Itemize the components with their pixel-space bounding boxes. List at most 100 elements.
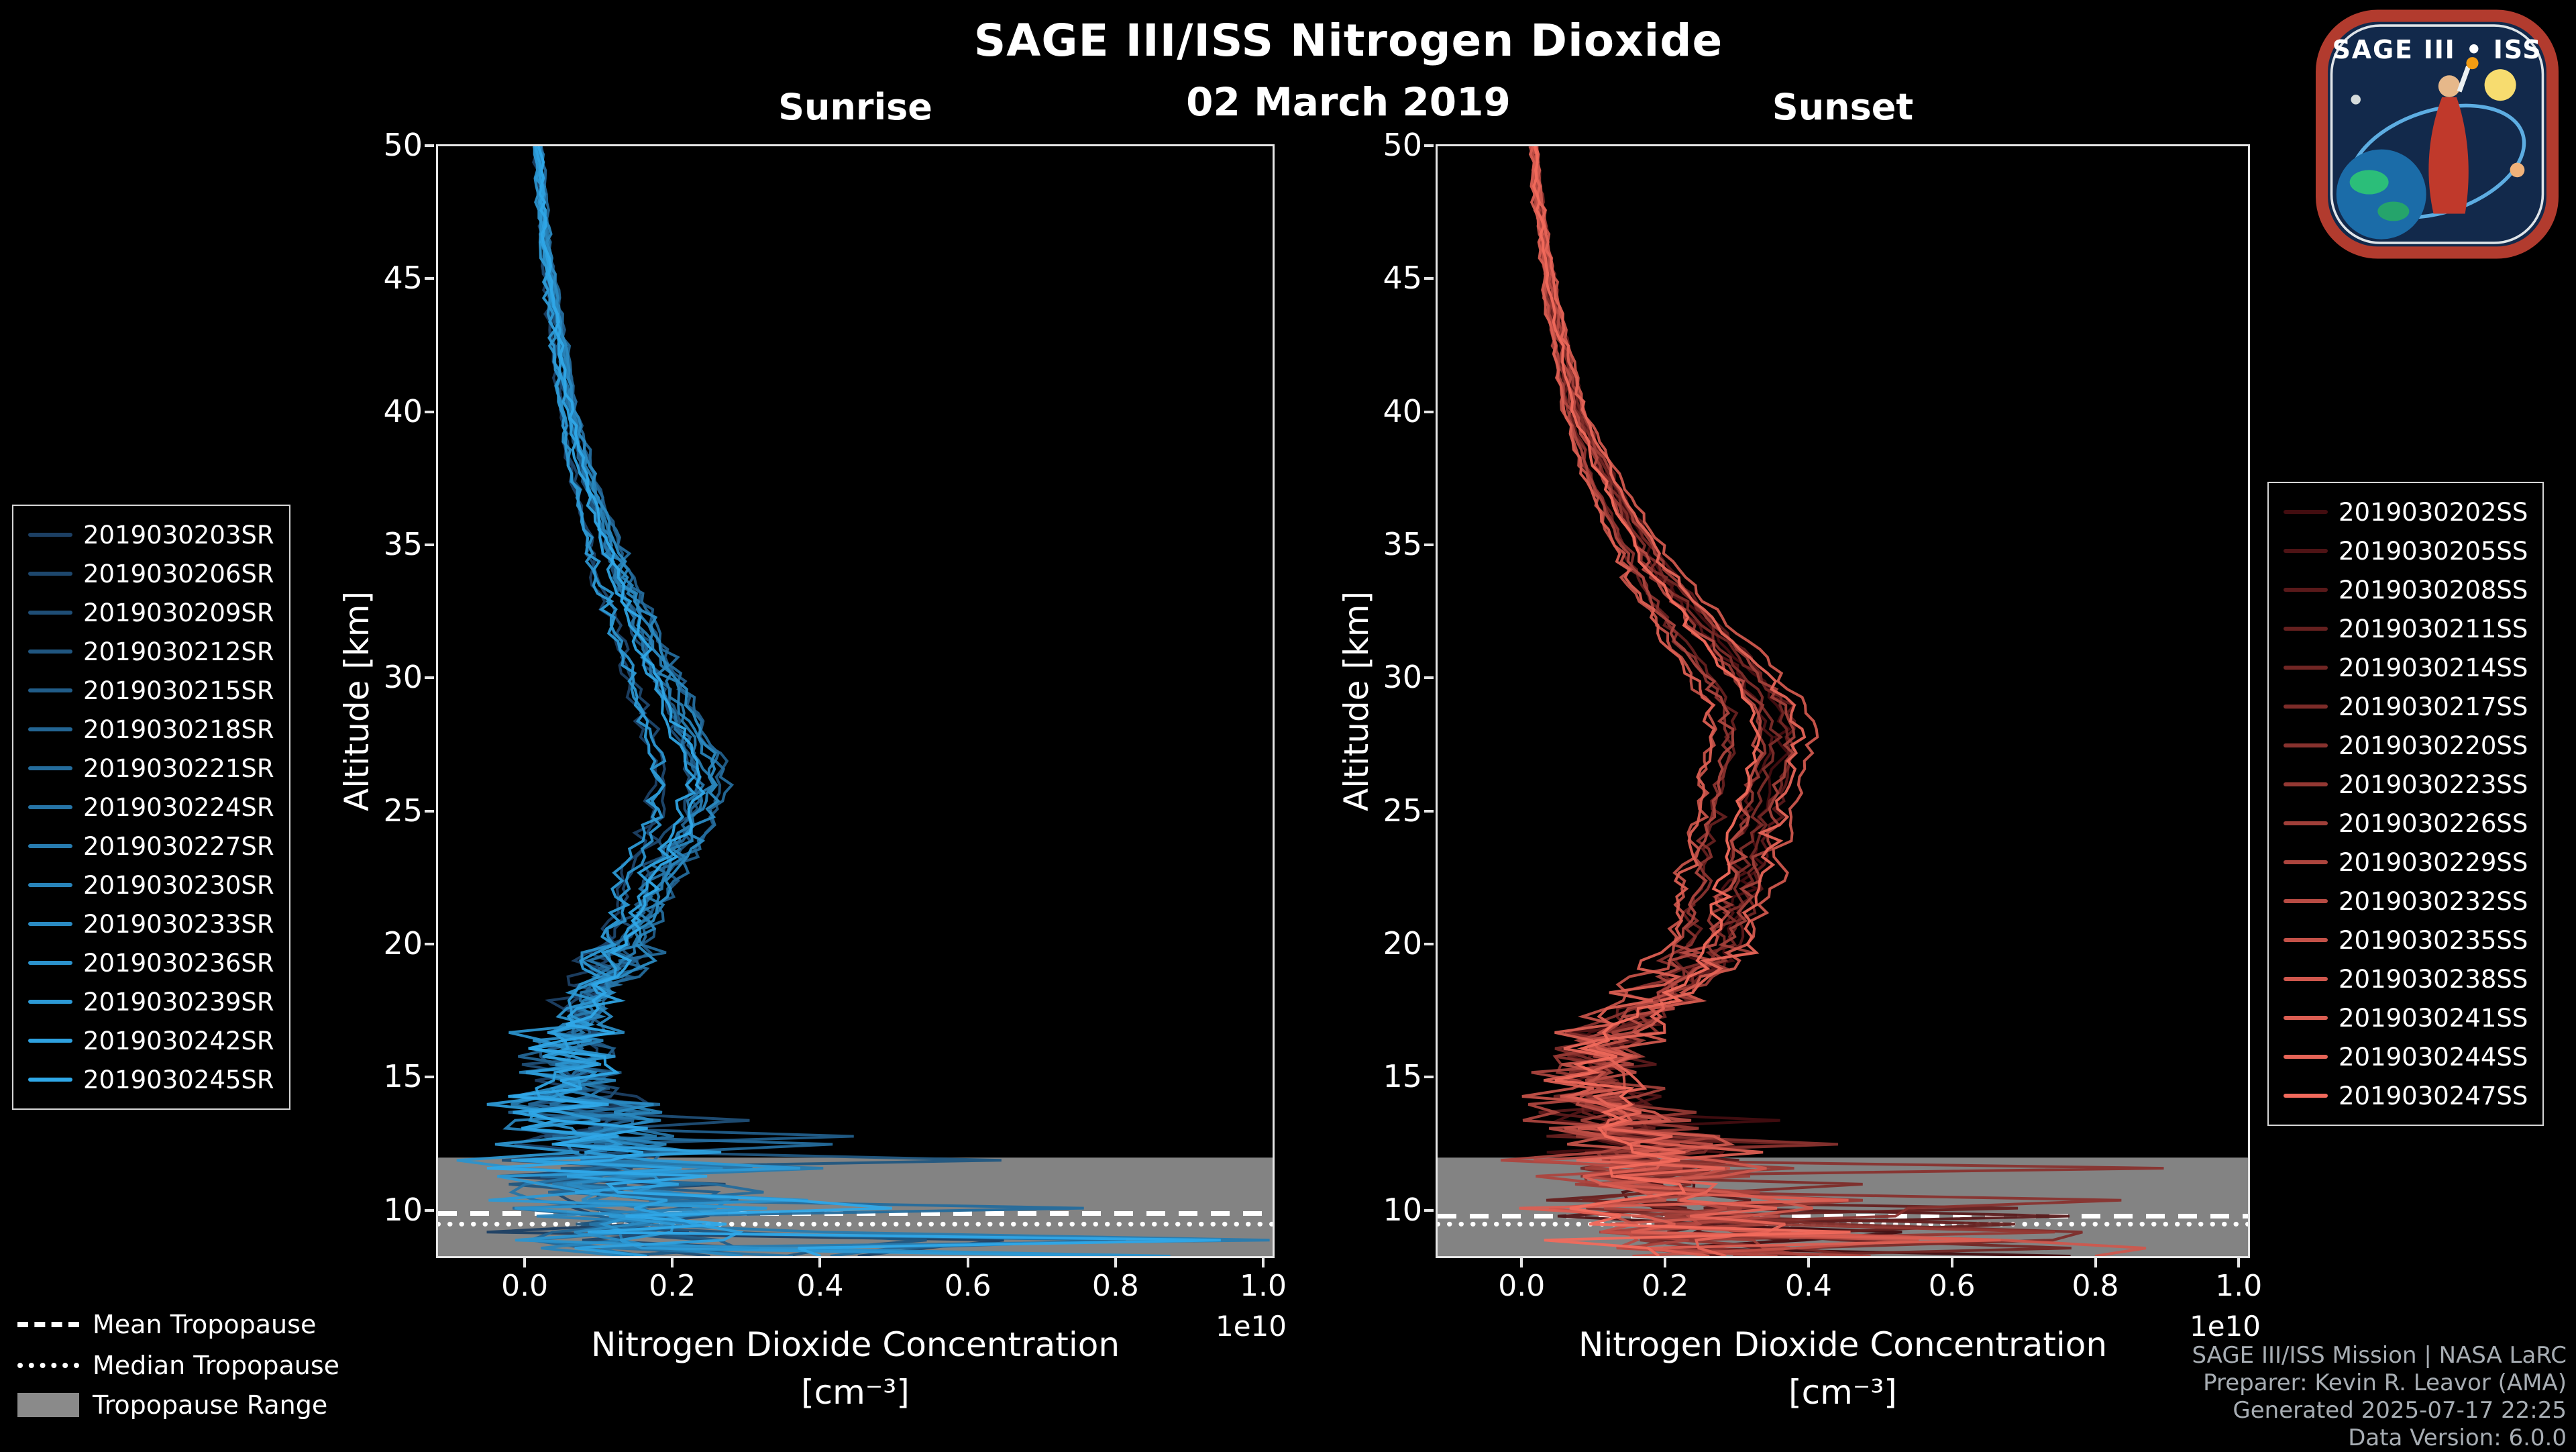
legend-item-label: 2019030202SS (2339, 497, 2528, 527)
profile-line-2019030241SS (1519, 146, 2001, 1256)
legend-item: 2019030232SS (2284, 882, 2528, 921)
legend-item: 2019030235SS (2284, 921, 2528, 960)
y-tick-label: 10 (383, 1191, 423, 1228)
x-tick-mark (1664, 1258, 1667, 1267)
legend-item-label: 2019030206SR (83, 559, 274, 588)
y-tick-mark (425, 809, 434, 813)
x-tick-mark (671, 1258, 674, 1267)
x-tick-mark (2094, 1258, 2097, 1267)
y-tick-mark (425, 1076, 434, 1079)
legend-item: 2019030238SS (2284, 960, 2528, 998)
legend-line-swatch (28, 533, 72, 537)
y-tick-label: 25 (383, 792, 423, 829)
y-tick-mark (1424, 1076, 1434, 1079)
y-tick-label: 15 (383, 1058, 423, 1095)
x-tick-mark (523, 1258, 527, 1267)
logo-title: SAGE III • ISS (2332, 35, 2542, 64)
legend-item-label: 2019030247SS (2339, 1081, 2528, 1110)
legend-item: 2019030229SS (2284, 843, 2528, 882)
legend-item-label: 2019030242SR (83, 1026, 274, 1055)
legend-line-swatch (28, 650, 72, 654)
legend-item: 2019030214SS (2284, 648, 2528, 687)
panel-title-sunset: Sunset (1772, 86, 1914, 128)
legend-item: 2019030212SR (28, 632, 274, 671)
legend-item-label: 2019030215SR (83, 676, 274, 705)
legend-item: 2019030242SR (28, 1021, 274, 1060)
x-tick-mark (2237, 1258, 2241, 1267)
legend-item-label: 2019030236SR (83, 948, 274, 978)
profile-line-2019030232SS (1531, 146, 1778, 1256)
legend-line-swatch (28, 922, 72, 926)
legend-item: 2019030217SS (2284, 687, 2528, 726)
legend-item: 2019030233SR (28, 904, 274, 943)
y-tick-label: 45 (1383, 260, 1422, 297)
legend-item-label: 2019030221SR (83, 754, 274, 783)
date-subtitle: 02 March 2019 (1186, 79, 1511, 125)
sage-iii-iss-logo: SAGE III • ISS (2316, 9, 2559, 259)
legend-item: 2019030218SR (28, 710, 274, 749)
x-axis-label-sunset: Nitrogen Dioxide Concentration (1578, 1325, 2108, 1364)
y-tick-mark (1424, 277, 1434, 280)
legend-item-label: 2019030223SS (2339, 770, 2528, 799)
legend-line-swatch (28, 805, 72, 809)
legend-item-label: 2019030233SR (83, 909, 274, 939)
figure-robe (2428, 97, 2469, 214)
x-axis-offset-sunrise: 1e10 (1216, 1310, 1287, 1343)
credit-line-version: Data Version: 6.0.0 (2348, 1424, 2567, 1451)
legend-item: 2019030241SS (2284, 998, 2528, 1037)
legend-item-label: 2019030209SR (83, 598, 274, 627)
x-tick-label: 0.4 (796, 1269, 844, 1303)
legend-item: 2019030239SR (28, 982, 274, 1021)
gray-patch-swatch (17, 1393, 79, 1417)
legend-mean-tropopause: Mean Tropopause (17, 1310, 316, 1339)
legend-item-label: 2019030238SS (2339, 964, 2528, 994)
earth-icon (2336, 149, 2426, 240)
y-axis-label-sunset: Altitude [km] (1337, 591, 1376, 811)
legend-sunset: 2019030202SS 2019030205SS 2019030208SS 2019… (2267, 482, 2544, 1126)
profile-line-2019030209SR (502, 146, 750, 1256)
profile-line-2019030238SS (1534, 146, 2147, 1256)
legend-line-swatch (28, 572, 72, 576)
legend-line-swatch (28, 1000, 72, 1004)
y-tick-label: 35 (383, 525, 423, 562)
earth-land (2349, 170, 2389, 195)
legend-item-label: 2019030244SS (2339, 1042, 2528, 1072)
credits-block: SAGE III/ISS Mission | NASA LaRC Prepare… (2192, 1342, 2567, 1452)
y-tick-label: 10 (1383, 1191, 1422, 1228)
x-tick-mark (1520, 1258, 1523, 1267)
figure-head (2438, 75, 2461, 97)
y-tick-label: 15 (1383, 1058, 1422, 1095)
x-tick-mark (1950, 1258, 1953, 1267)
profile-line-2019030226SS (1535, 146, 1807, 1256)
profile-line-2019030244SS (1534, 146, 1807, 1256)
x-tick-label: 0.6 (1928, 1269, 1976, 1303)
y-tick-mark (425, 277, 434, 280)
torch (2457, 65, 2471, 93)
legend-item-label: 2019030208SS (2339, 575, 2528, 605)
x-tick-label: 0.8 (2072, 1269, 2119, 1303)
sunrise-plot-area (436, 144, 1275, 1258)
x-tick-mark (818, 1258, 822, 1267)
x-tick-label: 0.0 (501, 1269, 549, 1303)
profile-line-2019030227SR (511, 146, 1270, 1256)
legend-line-swatch (28, 1039, 72, 1043)
legend-item: 2019030236SR (28, 943, 274, 982)
legend-item-label: 2019030212SR (83, 637, 274, 666)
median-tropopause-label: Median Tropopause (93, 1351, 339, 1380)
x-axis-units-sunrise: [cm⁻³] (801, 1373, 910, 1412)
sunset-chart-svg (1438, 146, 2248, 1256)
x-axis-offset-sunset: 1e10 (2190, 1310, 2261, 1343)
panel-title-sunrise: Sunrise (778, 86, 932, 128)
legend-item: 2019030209SR (28, 593, 274, 632)
legend-line-swatch (28, 1078, 72, 1082)
legend-line-swatch (2284, 549, 2328, 553)
legend-line-swatch (28, 766, 72, 770)
x-tick-label: 0.0 (1498, 1269, 1546, 1303)
x-tick-mark (1261, 1258, 1265, 1267)
y-tick-mark (1424, 144, 1434, 147)
y-tick-mark (1424, 676, 1434, 680)
legend-line-swatch (2284, 588, 2328, 592)
legend-line-swatch (2284, 860, 2328, 864)
legend-line-swatch (28, 688, 72, 692)
x-tick-label: 0.2 (1642, 1269, 1689, 1303)
